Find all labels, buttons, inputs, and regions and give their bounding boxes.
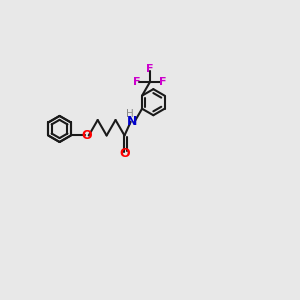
Text: O: O <box>119 147 130 160</box>
Text: F: F <box>133 77 141 87</box>
Text: N: N <box>127 115 138 128</box>
Text: F: F <box>146 64 154 74</box>
Text: H: H <box>126 110 134 119</box>
Text: O: O <box>81 129 92 142</box>
Text: F: F <box>159 77 167 87</box>
